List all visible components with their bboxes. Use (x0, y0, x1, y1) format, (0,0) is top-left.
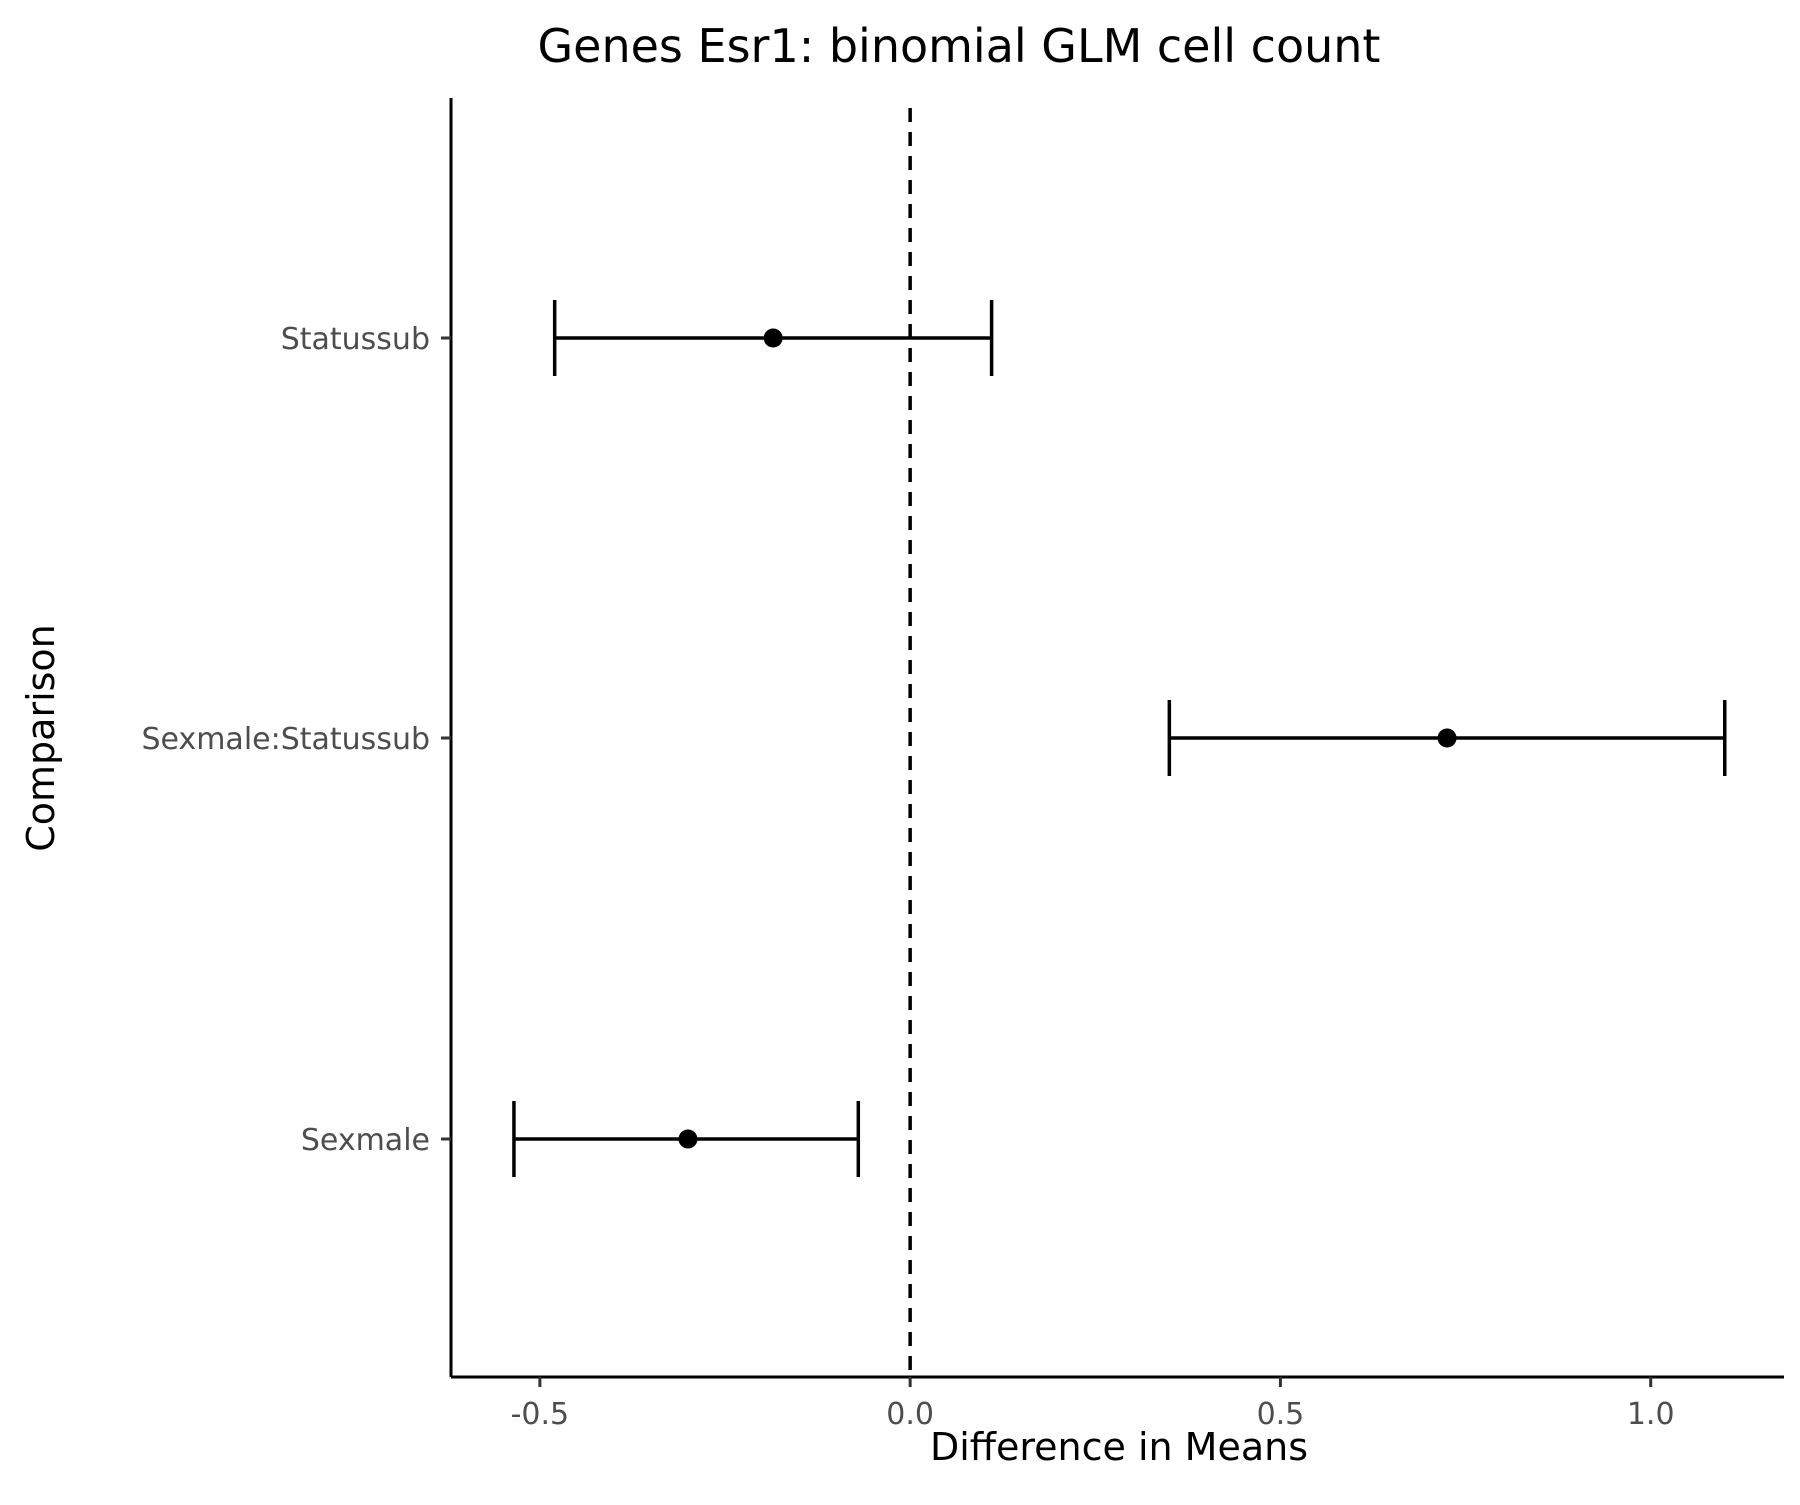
x-tick-label: 0.5 (1257, 1397, 1305, 1432)
x-tick-label: -0.5 (511, 1397, 570, 1432)
y-tick-label: Statussub (281, 322, 430, 357)
chart-title: Genes Esr1: binomial GLM cell count (538, 19, 1381, 73)
estimate-point (763, 328, 783, 348)
y-tick-label: Sexmale (301, 1123, 430, 1158)
x-tick-label: 0.0 (886, 1397, 934, 1432)
y-tick-label: Sexmale:Statussub (141, 722, 430, 757)
y-axis-title: Comparison (19, 624, 63, 852)
plot-layer: -0.5 0.0 0.5 1.0 Statussub Sexmale:Statussub S… (141, 108, 1727, 1432)
estimate-point (1437, 728, 1457, 748)
estimate-point (678, 1129, 698, 1149)
x-axis-title: Difference in Means (930, 1425, 1308, 1469)
x-tick-label: 1.0 (1627, 1397, 1675, 1432)
